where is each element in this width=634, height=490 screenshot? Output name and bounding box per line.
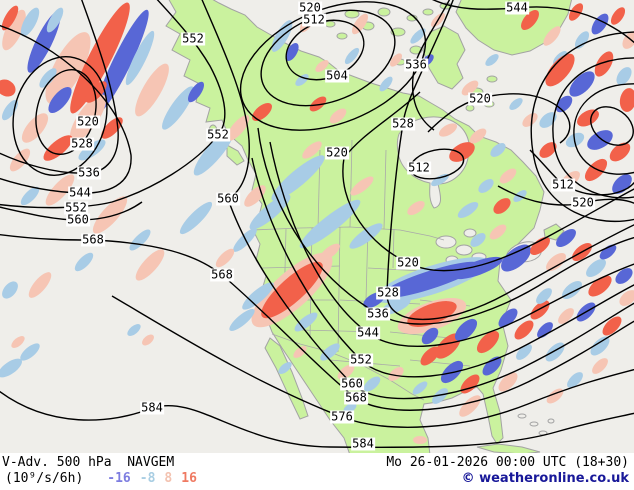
vancouver-island [226, 144, 245, 166]
great-lakes [435, 235, 457, 249]
map-canvas: 520 512 504 536 544 520 528 552 552 520 512 560 568 5… [0, 0, 634, 455]
legend-value: 16 [181, 471, 197, 486]
legend-value: -8 [139, 471, 156, 486]
contour-label: 568 [81, 232, 105, 247]
contour-label: 560 [216, 191, 240, 206]
contour-label: 552 [349, 352, 373, 367]
contour-label: 520 [76, 114, 100, 129]
contour-label: 520 [468, 91, 492, 106]
contour-label: 536 [77, 165, 101, 180]
contour-label: 544 [68, 185, 92, 200]
caption-bar: V-Adv. 500 hPa NAVGEM Mo 26-01-2026 00:0… [0, 453, 634, 490]
contour-label: 520 [325, 145, 349, 160]
caption-row-2: (10⁹/s/6h) -16 -8 8 16 © weatheronline.co.u… [0, 470, 634, 486]
cuba [476, 443, 541, 455]
contour-label: 536 [366, 306, 390, 321]
contour-label: 584 [140, 400, 164, 415]
weather-map [0, 0, 634, 455]
contour-label: 512 [551, 177, 575, 192]
contour-label: 560 [66, 212, 90, 227]
map-title: V-Adv. 500 hPa NAVGEM [2, 455, 175, 470]
bahamas [517, 413, 527, 419]
contour-label: 512 [302, 12, 326, 27]
map-units: (10⁹/s/6h) [5, 471, 84, 486]
legend-value: -16 [107, 471, 131, 486]
contour-label: 552 [206, 127, 230, 142]
contour-label: 568 [210, 267, 234, 282]
contour-label: 504 [325, 68, 349, 83]
contour-label: 528 [391, 116, 415, 131]
contour-label: 544 [356, 325, 380, 340]
contour-label: 544 [505, 0, 529, 15]
legend-value: 8 [164, 471, 173, 486]
contour-label: 552 [181, 31, 205, 46]
contour-label: 576 [330, 409, 354, 424]
contour-label: 536 [404, 57, 428, 72]
copyright-text: © weatheronline.co.uk [461, 471, 629, 486]
contour-label: 584 [351, 436, 375, 451]
contour-label: 568 [344, 390, 368, 405]
contour-label: 512 [407, 160, 431, 175]
contour-label: 528 [70, 136, 94, 151]
color-scale-legend: -16 -8 8 16 [107, 471, 197, 486]
contour-label: 528 [376, 285, 400, 300]
greenland [455, 0, 573, 56]
contour-vortex-core [590, 106, 634, 146]
contour-label: 560 [340, 376, 364, 391]
contour-label: 520 [298, 0, 322, 15]
contour-label: 552 [64, 200, 88, 215]
contour-label: 520 [396, 255, 420, 270]
caption-row-1: V-Adv. 500 hPa NAVGEM Mo 26-01-2026 00:0… [0, 453, 634, 470]
map-datetime: Mo 26-01-2026 00:00 UTC (18+30) [386, 455, 629, 470]
contour-label: 520 [571, 195, 595, 210]
